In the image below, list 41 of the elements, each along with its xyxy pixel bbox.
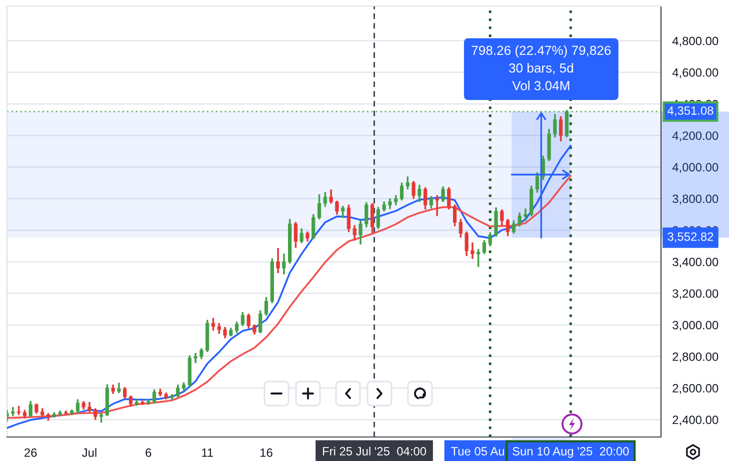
y-tick-label: 4,200.00 bbox=[672, 131, 718, 142]
y-tick-label: 3,200.00 bbox=[672, 289, 718, 300]
y-tick-label: 4,000.00 bbox=[672, 163, 718, 173]
candlestick bbox=[435, 195, 439, 216]
annotation: 798.26 (22.47%) 79,826 30 bars, 5d Vol 3.04M bbox=[472, 45, 611, 90]
x-tick-label: Jul bbox=[82, 448, 96, 457]
x-tick-label: 16 bbox=[260, 448, 272, 457]
band-label: 3,552.82 bbox=[668, 232, 714, 242]
y-tick-label: 3,800.00 bbox=[672, 194, 718, 204]
candlestick bbox=[11, 407, 15, 416]
candlestick bbox=[470, 242, 474, 259]
candlestick bbox=[64, 410, 68, 414]
y-tick-label: 4,600.00 bbox=[672, 68, 718, 78]
y-tick-label: 3,400.00 bbox=[672, 258, 718, 268]
y-tick-label: 4,800.00 bbox=[672, 36, 718, 47]
y-tick-label: 2,600.00 bbox=[672, 384, 718, 394]
candlestick bbox=[282, 254, 286, 274]
x-tick-label: 6 bbox=[146, 448, 152, 457]
candlestick bbox=[88, 402, 92, 412]
candlestick bbox=[111, 384, 115, 394]
candlestick bbox=[58, 410, 62, 416]
candlestick bbox=[170, 394, 174, 400]
candlestick bbox=[406, 176, 410, 190]
candlestick bbox=[524, 208, 528, 221]
ref-line-label: Sun 10 Aug '25 20:00 bbox=[512, 447, 629, 458]
candlestick bbox=[418, 184, 422, 202]
y-tick-label: 3,000.00 bbox=[672, 320, 718, 331]
candlestick bbox=[194, 353, 198, 364]
x-tick-label: 26 bbox=[24, 448, 37, 457]
candlestick bbox=[329, 189, 333, 204]
y-tick-label: 2,800.00 bbox=[672, 352, 718, 362]
candlestick bbox=[146, 400, 150, 405]
x-tick-label: 11 bbox=[202, 448, 213, 457]
candlestick bbox=[117, 382, 121, 394]
candlestick bbox=[140, 400, 144, 405]
legend-label: Tue 05 Au bbox=[451, 447, 504, 456]
candlestick bbox=[276, 248, 280, 274]
candlestick bbox=[476, 248, 480, 267]
ref-line-label: 4,351.08 bbox=[668, 106, 714, 116]
y-tick-label: 2,400.00 bbox=[672, 416, 718, 426]
ref-line-label: Fri 25 Jul '25 04:00 bbox=[322, 446, 426, 456]
